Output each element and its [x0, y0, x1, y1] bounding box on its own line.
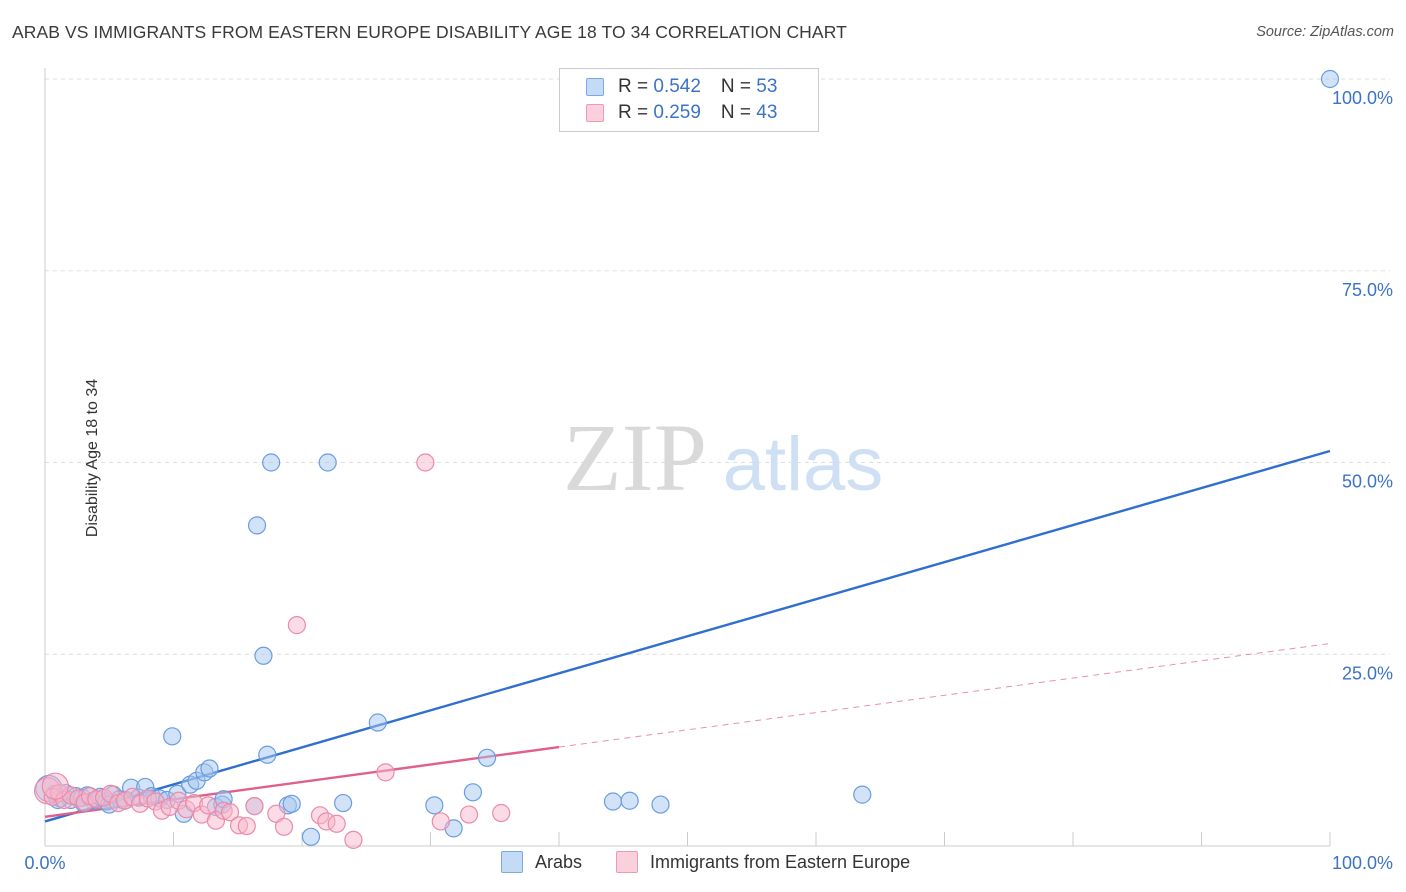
arab-point	[163, 727, 182, 746]
arab-point	[301, 827, 321, 846]
immigrant-point	[492, 803, 511, 823]
arab-point	[425, 796, 444, 815]
series-label-arabs: Arabs	[535, 851, 583, 872]
immigrant-point	[376, 763, 395, 782]
watermark-atlas: atlas	[723, 422, 884, 507]
y-tick-label: 50.0%	[1342, 472, 1393, 492]
series-legend-immigrants[interactable]: Immigrants from Eastern Europe	[616, 851, 910, 873]
arab-point	[200, 759, 219, 778]
legend-n-value: 53	[756, 76, 778, 97]
arab-point	[853, 785, 872, 804]
immigrant-point	[287, 616, 306, 635]
legend-r-value: 0.542	[653, 76, 701, 97]
watermark-zip: ZIP	[563, 404, 707, 511]
y-tick-label: 25.0%	[1342, 663, 1393, 683]
legend-r-label: R =	[618, 102, 654, 123]
immigrant-point	[416, 453, 435, 472]
series-swatch-immigrants	[616, 851, 638, 873]
immigrant-point	[344, 830, 363, 849]
watermark: ZIP atlas	[563, 404, 883, 511]
arab-point	[282, 794, 301, 813]
legend-n-label: N =	[720, 102, 757, 123]
immigrant-point	[220, 803, 240, 822]
arab-trend-line	[44, 449, 1331, 823]
chart-title: ARAB VS IMMIGRANTS FROM EASTERN EUROPE D…	[12, 22, 847, 42]
correlation-legend: R = 0.542 N = 53 R = 0.259 N = 43	[559, 68, 819, 132]
immigrant-point	[237, 816, 256, 836]
y-tick-label: 100.0%	[1332, 88, 1393, 108]
arab-point	[318, 453, 337, 472]
source-label: Source: ZipAtlas.com	[1256, 24, 1394, 40]
legend-swatch-immigrants	[586, 104, 604, 122]
series-legend: Arabs Immigrants from Eastern Europe	[0, 851, 1406, 877]
arab-point	[368, 713, 387, 732]
grid-lines	[45, 78, 1390, 655]
arab-point	[603, 792, 623, 811]
immigrant-point	[199, 796, 218, 815]
arab-point	[334, 793, 353, 813]
tick-labels: 100.0% 75.0% 50.0% 25.0% 0.0% 100.0%	[24, 88, 1393, 873]
immigrant-point	[274, 817, 294, 836]
series-label-immigrants: Immigrants from Eastern Europe	[650, 851, 911, 872]
arab-point	[247, 516, 267, 535]
data-points	[33, 69, 1340, 849]
legend-swatch-arabs	[586, 78, 604, 96]
arab-point	[477, 748, 497, 767]
immigrant-point	[245, 797, 264, 816]
axes	[44, 68, 1331, 847]
series-swatch-arabs	[501, 851, 523, 873]
immigrant-point	[327, 814, 346, 833]
y-axis-label: Disability Age 18 to 34	[84, 378, 102, 538]
immigrant-point	[459, 805, 479, 824]
arab-point	[463, 783, 483, 802]
arab-point	[620, 791, 639, 810]
y-tick-label: 75.0%	[1342, 280, 1393, 300]
arab-point	[1320, 69, 1340, 89]
arab-point	[262, 453, 281, 472]
legend-r-value: 0.259	[653, 102, 701, 123]
legend-n-label: N =	[720, 76, 757, 97]
x-tick-label: 0.0%	[24, 853, 65, 873]
legend-row-arabs: R = 0.542 N = 53	[586, 74, 777, 100]
immigrant-trend-extension	[558, 643, 1331, 748]
x-tick-label: 100.0%	[1332, 853, 1393, 873]
legend-n-value: 43	[756, 102, 778, 123]
immigrant-point	[431, 812, 450, 831]
arab-point	[651, 795, 670, 814]
legend-r-label: R =	[618, 76, 654, 97]
series-legend-arabs[interactable]: Arabs	[501, 851, 582, 873]
arab-point	[254, 646, 273, 665]
immigrant-point	[41, 772, 69, 800]
arab-point	[258, 745, 277, 764]
legend-row-immigrants: R = 0.259 N = 43	[586, 100, 777, 126]
